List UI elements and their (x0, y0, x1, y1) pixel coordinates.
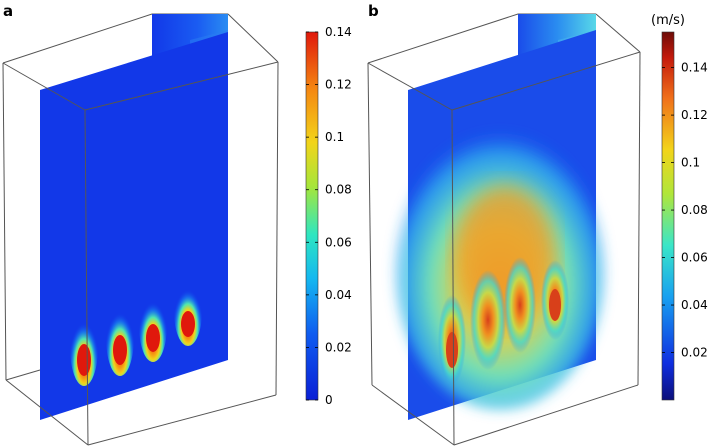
colorbar-tick-label: 0.12 (681, 108, 708, 122)
colorbar-tick-label: 0.08 (325, 183, 352, 197)
colorbar-tick-label: 0.14 (681, 61, 708, 75)
panel-label-a: a (3, 2, 13, 20)
bounding-box-front-a (2, 61, 279, 446)
colorbar-b-gradient (661, 31, 675, 401)
colorbar-b: (m/s) 0.14 0.12 0.1 0.08 0.06 0.04 0.02 (651, 13, 708, 401)
panel-a: a (2, 2, 352, 446)
colorbar-tick-label: 0.04 (325, 288, 352, 302)
colorbar-tick-label: 0.04 (681, 298, 708, 312)
bounding-box-back-b (367, 13, 641, 64)
velocity-field-b (395, 130, 605, 410)
panel-label-b: b (368, 2, 379, 20)
colorbar-tick-label: 0.1 (681, 156, 700, 170)
colorbar-tick-label: 0.06 (681, 251, 708, 265)
colorbar-tick-label: 0.14 (325, 25, 352, 39)
panel-b: b (367, 2, 708, 446)
main-slice-a (40, 32, 228, 420)
colorbar-tick-label: 0.02 (681, 346, 708, 360)
colorbar-tick-label: 0.12 (325, 78, 352, 92)
colorbar-tick-label: 0.02 (325, 340, 352, 354)
colorbar-tick-label: 0.08 (681, 203, 708, 217)
colorbar-tick-label: 0.06 (325, 235, 352, 249)
velocity-plumes-a (70, 278, 202, 386)
colorbar-tick-label: 0.1 (325, 130, 344, 144)
colorbar-a-gradient (305, 31, 319, 401)
bounding-box-back-a (2, 13, 279, 64)
colorbar-tick-label: 0 (325, 393, 333, 407)
colorbar-a: 0.14 0.12 0.1 0.08 0.06 0.04 0.02 0 (305, 25, 352, 407)
bounding-box-front-b (367, 51, 641, 446)
colorbar-b-unit: (m/s) (651, 13, 685, 28)
